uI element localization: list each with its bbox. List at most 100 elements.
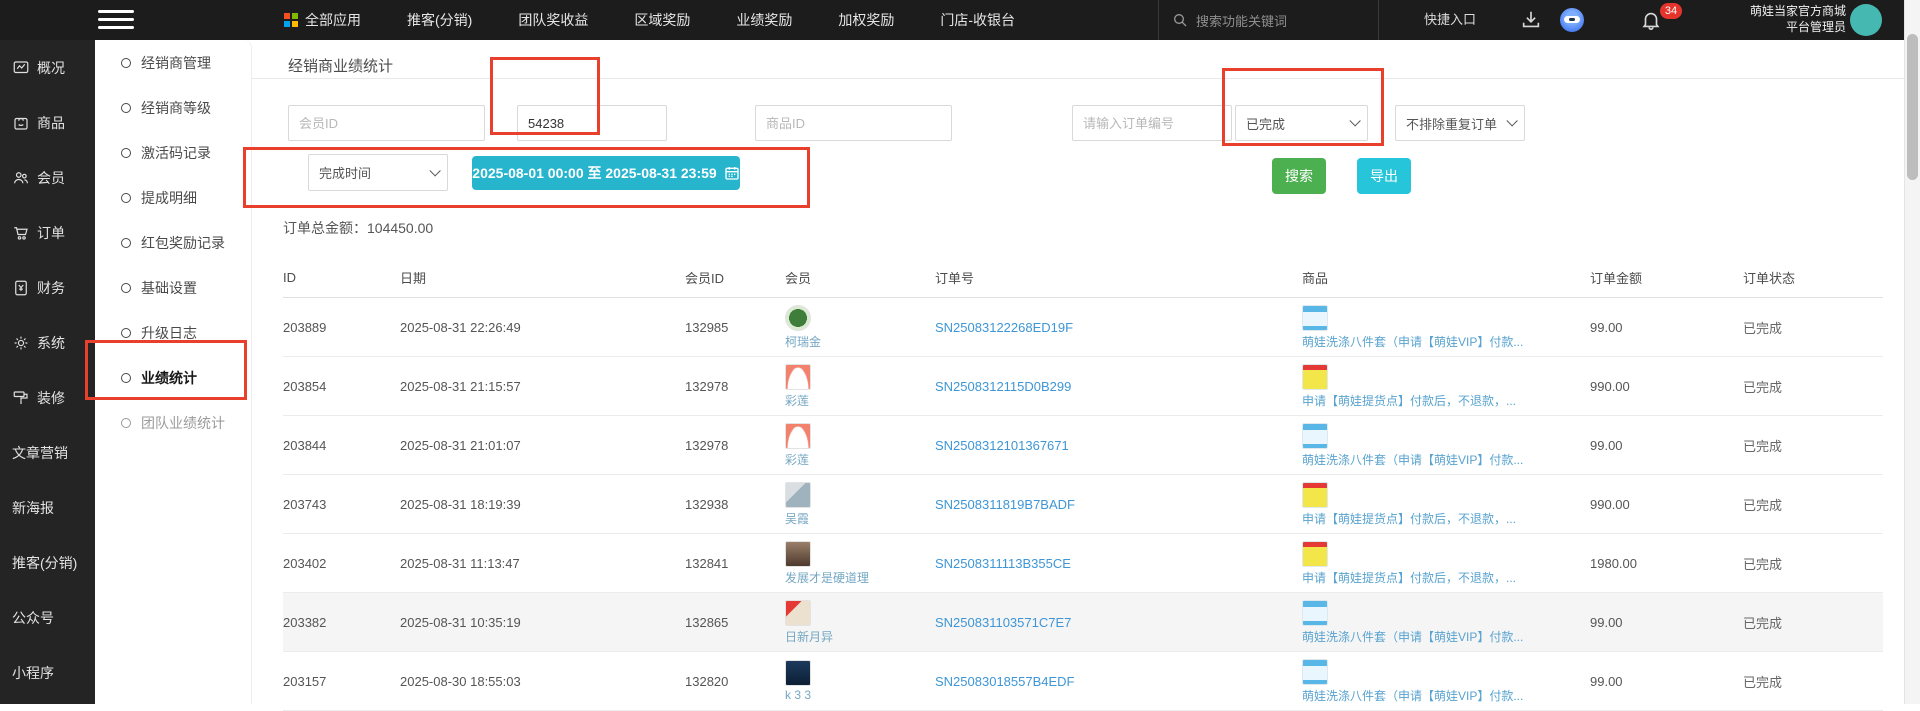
divider	[1158, 0, 1159, 40]
product-link[interactable]: 萌娃洗涤八件套（申请【萌娃VIP】付款...	[1302, 688, 1524, 703]
cell-member: 柯瑞金	[785, 304, 935, 350]
topnav-item-weighted-reward[interactable]: 加权奖励	[838, 10, 894, 30]
topnav-item-performance-reward[interactable]: 业绩奖励	[736, 10, 792, 30]
order-no-link[interactable]: SN2508312101367671	[935, 437, 1069, 453]
order-no-link[interactable]: SN2508311819B7BADF	[935, 496, 1075, 512]
product-thumbnail[interactable]	[1302, 540, 1328, 567]
topnav-item-region-reward[interactable]: 区域奖励	[634, 10, 690, 30]
submenu-item-basic-settings[interactable]: 基础设置	[95, 265, 251, 310]
download-icon[interactable]	[1520, 9, 1542, 31]
col-header-status: 订单状态	[1743, 271, 1796, 286]
member-name-link[interactable]: 彩莲	[785, 452, 810, 467]
product-link[interactable]: 萌娃洗涤八件套（申请【萌娃VIP】付款...	[1302, 334, 1524, 349]
sidebar-item-members[interactable]: 会员	[0, 150, 95, 205]
submenu-item-dealer-level[interactable]: 经销商等级	[95, 85, 251, 130]
member-avatar[interactable]	[785, 481, 811, 508]
sidebar-item-article-marketing[interactable]: 文章营销	[0, 425, 95, 480]
sidebar-item-goods[interactable]: 商品	[0, 95, 95, 150]
order-no-link[interactable]: SN250831103571C7E7	[935, 614, 1072, 630]
order-no-link[interactable]: SN2508312115D0B299	[935, 378, 1072, 394]
member-id-input[interactable]	[288, 105, 485, 141]
date-range-button[interactable]: 2025-08-01 00:00 至 2025-08-31 23:59	[472, 156, 740, 190]
submenu-panel: 经销商管理 经销商等级 激活码记录 提成明细 红包奖励记录 基础设置 升级日志 …	[95, 40, 252, 704]
order-status-select[interactable]: 已完成	[1235, 105, 1368, 141]
member-avatar[interactable]	[785, 660, 811, 686]
account-avatar[interactable]	[1850, 4, 1882, 36]
product-thumbnail[interactable]	[1302, 304, 1328, 331]
submenu-item-upgrade-log[interactable]: 升级日志	[95, 310, 251, 355]
account-info[interactable]: 萌娃当家官方商城 平台管理员	[1680, 0, 1846, 40]
sidebar-item-new-poster[interactable]: 新海报	[0, 480, 95, 535]
topnav-item-store-cashier[interactable]: 门店-收银台	[940, 10, 1015, 30]
submenu-item-performance-stats[interactable]: 业绩统计	[95, 355, 251, 400]
export-button[interactable]: 导出	[1357, 158, 1411, 194]
member-name-link[interactable]: 彩莲	[785, 393, 810, 408]
quick-entry-link[interactable]: 快捷入口	[1424, 12, 1477, 27]
submenu-item-activation-code-records[interactable]: 激活码记录	[95, 130, 251, 175]
cell-amount: 99.00	[1590, 614, 1623, 630]
product-thumbnail[interactable]	[1302, 481, 1328, 508]
sidebar-item-tuike-distribution[interactable]: 推客(分销)	[0, 535, 95, 590]
topnav-item-tuike[interactable]: 推客(分销)	[407, 10, 472, 30]
member-name-link[interactable]: 吴霞	[785, 511, 810, 526]
product-thumbnail[interactable]	[1302, 422, 1328, 449]
cell-product: 申请【萌娃提货点】付款后，不退款，...	[1302, 481, 1590, 527]
order-no-input[interactable]	[1072, 105, 1232, 141]
ai-assistant-icon[interactable]	[1560, 8, 1584, 32]
page-scrollbar[interactable]	[1904, 0, 1920, 704]
order-no-link[interactable]: SN2508311113B355CE	[935, 555, 1071, 571]
submenu-item-dealer-management[interactable]: 经销商管理	[95, 40, 251, 85]
member-search-input[interactable]	[517, 105, 667, 141]
product-id-input[interactable]	[755, 105, 952, 141]
submenu-label: 提成明细	[141, 189, 197, 206]
circle-icon	[121, 282, 131, 293]
topnav-item-team-reward[interactable]: 团队奖收益	[518, 10, 588, 30]
member-name-link[interactable]: 柯瑞金	[785, 334, 822, 349]
dedupe-select[interactable]: 不排除重复订单	[1395, 105, 1525, 141]
topnav-label: 区域奖励	[634, 12, 691, 28]
cell-amount: 99.00	[1590, 673, 1623, 689]
submenu-item-commission-detail[interactable]: 提成明细	[95, 175, 251, 220]
member-name-link[interactable]: 日新月异	[785, 629, 834, 644]
hamburger-menu-icon[interactable]	[98, 10, 134, 30]
topnav-label: 加权奖励	[838, 12, 895, 28]
global-search-input[interactable]: 搜索功能关键词	[1172, 0, 1287, 40]
circle-icon	[121, 417, 131, 428]
member-avatar[interactable]	[785, 599, 811, 626]
bell-icon[interactable]	[1640, 9, 1662, 31]
product-link[interactable]: 申请【萌娃提货点】付款后，不退款，...	[1302, 511, 1517, 526]
order-status-value: 已完成	[1246, 116, 1286, 132]
product-link[interactable]: 萌娃洗涤八件套（申请【萌娃VIP】付款...	[1302, 452, 1524, 467]
search-button[interactable]: 搜索	[1272, 158, 1326, 194]
scrollbar-thumb[interactable]	[1907, 34, 1918, 180]
sidebar-item-mini-program[interactable]: 小程序	[0, 645, 95, 700]
submenu-item-team-performance-stats[interactable]: 团队业绩统计	[95, 400, 251, 445]
sidebar-item-overview[interactable]: 概况	[0, 40, 95, 95]
member-name-link[interactable]: 发展才是硬道理	[785, 570, 870, 585]
time-type-select[interactable]: 完成时间	[308, 154, 448, 191]
submenu-item-redpacket-reward-records[interactable]: 红包奖励记录	[95, 220, 251, 265]
calendar-icon	[725, 167, 739, 180]
sidebar-item-official-account[interactable]: 公众号	[0, 590, 95, 645]
product-link[interactable]: 萌娃洗涤八件套（申请【萌娃VIP】付款...	[1302, 629, 1524, 644]
member-avatar[interactable]	[785, 363, 811, 390]
sidebar-item-system[interactable]: 系统	[0, 315, 95, 370]
sidebar-item-decorate[interactable]: 装修	[0, 370, 95, 425]
col-header-date: 日期	[400, 271, 427, 286]
member-avatar[interactable]	[785, 304, 811, 331]
product-link[interactable]: 申请【萌娃提货点】付款后，不退款，...	[1302, 393, 1517, 408]
topnav-item-all-apps[interactable]: 全部应用	[284, 10, 361, 30]
product-thumbnail[interactable]	[1302, 658, 1328, 685]
cell-product: 萌娃洗涤八件套（申请【萌娃VIP】付款...	[1302, 422, 1590, 468]
product-thumbnail[interactable]	[1302, 599, 1328, 626]
member-avatar[interactable]	[785, 422, 811, 449]
sidebar-item-finance[interactable]: 财务	[0, 260, 95, 315]
product-link[interactable]: 申请【萌娃提货点】付款后，不退款，...	[1302, 570, 1517, 585]
sidebar-item-orders[interactable]: 订单	[0, 205, 95, 260]
product-thumbnail[interactable]	[1302, 363, 1328, 390]
member-name-link[interactable]: k 3 3	[785, 688, 812, 702]
order-no-link[interactable]: SN25083018557B4EDF	[935, 673, 1075, 689]
top-navigation: 全部应用 推客(分销) 团队奖收益 区域奖励 业绩奖励 加权奖励 门店-收银台	[284, 0, 1015, 40]
member-avatar[interactable]	[785, 540, 811, 567]
order-no-link[interactable]: SN25083122268ED19F	[935, 319, 1074, 335]
